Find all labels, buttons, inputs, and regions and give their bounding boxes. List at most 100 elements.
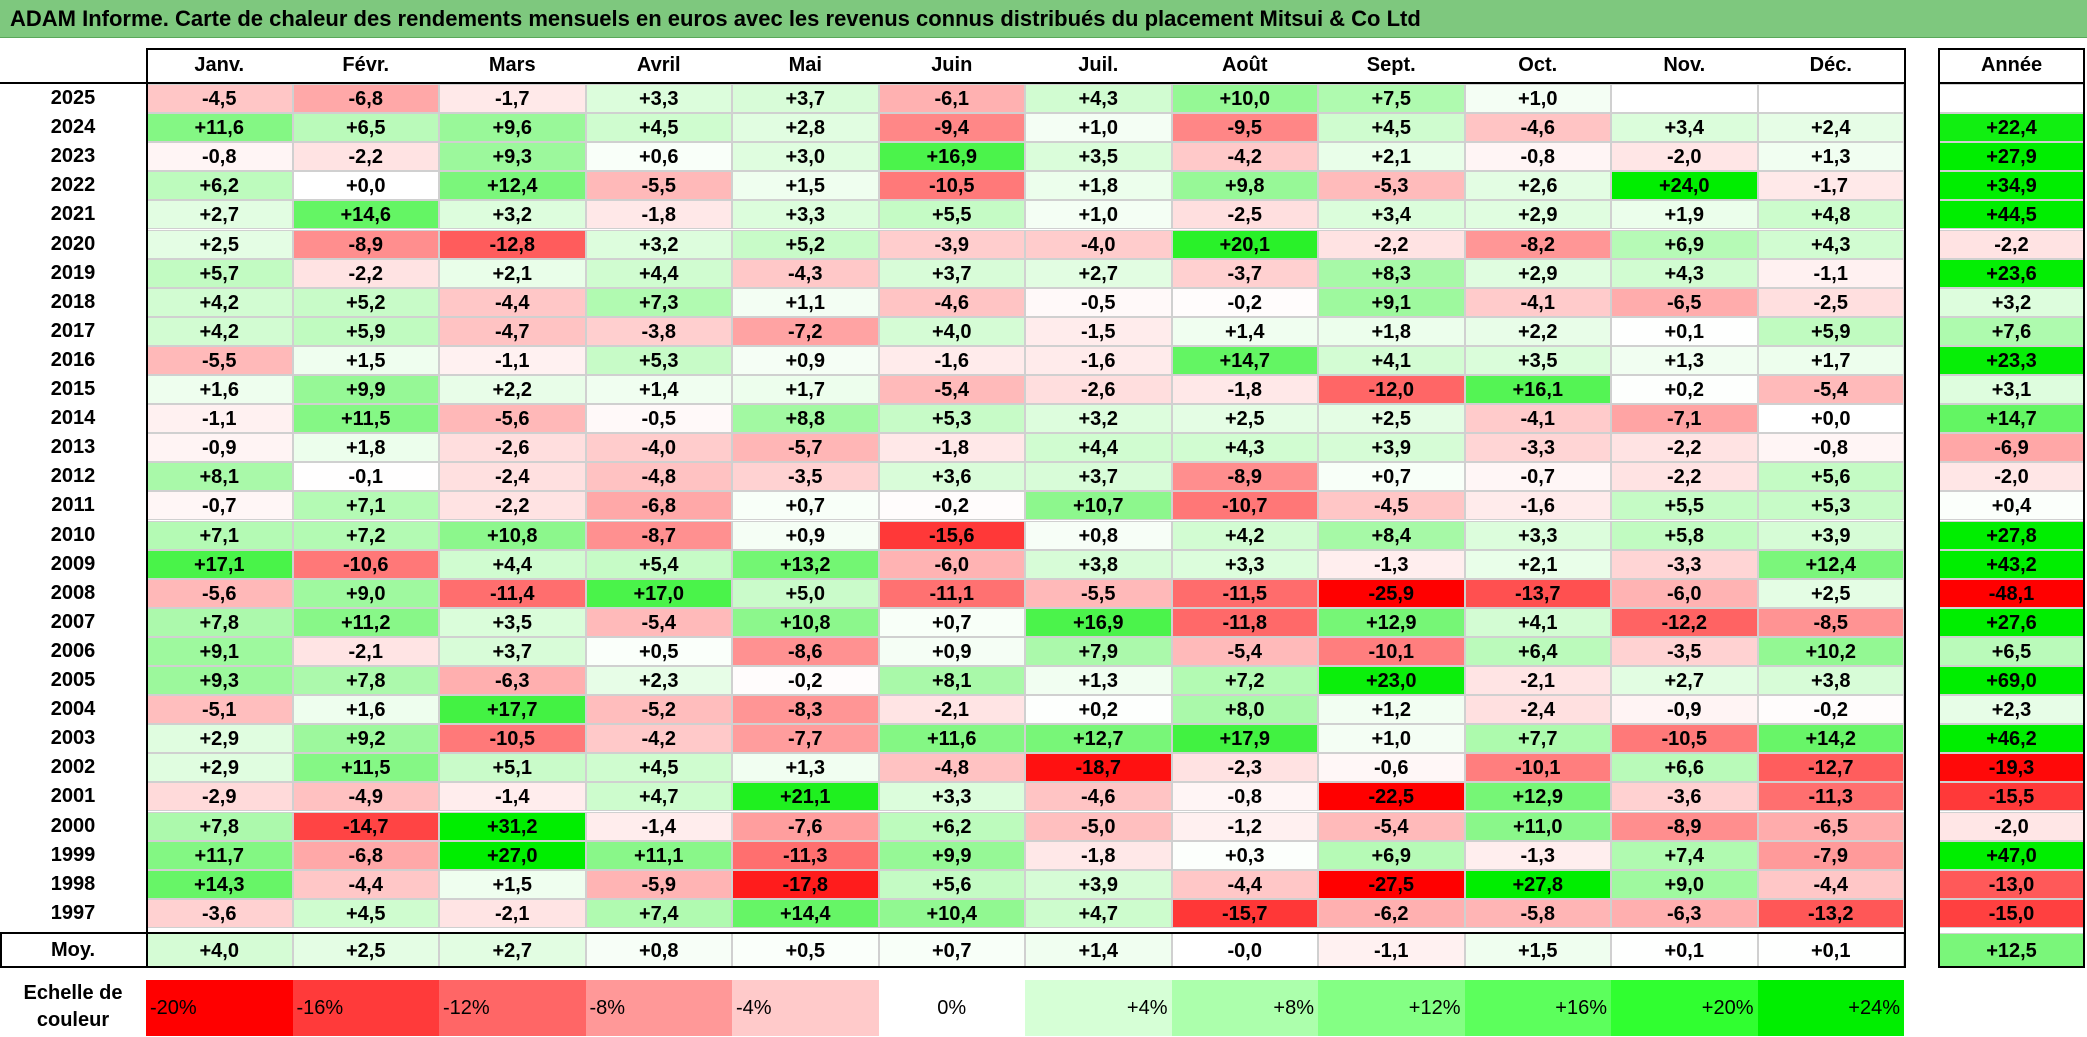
month-header: Févr. xyxy=(342,54,390,76)
year-label: 2021 xyxy=(50,203,96,226)
heatmap-cell: +1,0 xyxy=(1025,200,1172,230)
heatmap-cell: -3,3 xyxy=(1611,549,1758,579)
heatmap-cell: -27,5 xyxy=(1318,869,1465,899)
heatmap-cell: +4,3 xyxy=(1025,84,1172,114)
heatmap-cell: -4,9 xyxy=(292,782,439,812)
heatmap-cell: -2,6 xyxy=(439,433,586,463)
heatmap-cell: -0,7 xyxy=(146,491,293,521)
title-bar: ADAM Informe. Carte de chaleur des rende… xyxy=(0,0,2087,38)
year-label: 2001 xyxy=(50,785,96,808)
heatmap-cell: +6,9 xyxy=(1611,229,1758,259)
heatmap-cell: -8,9 xyxy=(292,229,439,259)
heatmap-cell: -12,2 xyxy=(1611,607,1758,637)
heatmap-cell: -1,8 xyxy=(878,433,1025,463)
heatmap-cell: -8,2 xyxy=(1464,229,1611,259)
month-header: Mai xyxy=(788,54,822,76)
heatmap-cell: -3,5 xyxy=(732,462,879,492)
year-label: 2010 xyxy=(50,523,96,546)
heatmap-cell: -5,6 xyxy=(439,404,586,434)
heatmap-cell: -13,2 xyxy=(1757,898,1904,928)
heatmap-cell: +24,0 xyxy=(1611,171,1758,201)
month-header: Mars xyxy=(488,54,536,76)
heatmap-cell: +1,5 xyxy=(439,869,586,899)
heatmap-cell: +12,7 xyxy=(1025,724,1172,754)
heatmap-cell: -3,8 xyxy=(585,316,732,346)
heatmap-cell: +3,8 xyxy=(1757,666,1904,696)
heatmap-cell: +1,3 xyxy=(1025,666,1172,696)
heatmap-cell: -5,9 xyxy=(585,869,732,899)
heatmap-cell: +2,2 xyxy=(1464,316,1611,346)
annual-return-cell: +27,6 xyxy=(1938,607,2085,637)
heatmap-cell: -4,3 xyxy=(732,258,879,288)
heatmap-cell: -5,5 xyxy=(585,171,732,201)
heatmap-cell: -13,7 xyxy=(1464,578,1611,608)
heatmap-cell: +6,5 xyxy=(292,113,439,143)
average-cell: -1,1 xyxy=(1318,932,1465,967)
month-header: Nov. xyxy=(1663,54,1706,76)
heatmap-cell: +7,4 xyxy=(1611,840,1758,870)
heatmap-cell: -8,5 xyxy=(1757,607,1904,637)
heatmap-cell: -1,8 xyxy=(1025,840,1172,870)
legend-swatch: +4% xyxy=(1025,980,1172,1036)
heatmap-cell: +7,8 xyxy=(146,607,293,637)
heatmap-cell: +1,2 xyxy=(1318,695,1465,725)
heatmap-cell: +7,8 xyxy=(146,811,293,841)
heatmap-cell: -12,7 xyxy=(1757,753,1904,783)
heatmap-cell: +4,3 xyxy=(1757,229,1904,259)
heatmap-cell: -15,6 xyxy=(878,520,1025,550)
heatmap-cell: -4,4 xyxy=(1171,869,1318,899)
year-label: 2022 xyxy=(50,174,96,197)
heatmap-cell: +4,5 xyxy=(1318,113,1465,143)
heatmap-cell: -12,8 xyxy=(439,229,586,259)
annual-return-cell: -15,5 xyxy=(1938,782,2085,812)
heatmap-cell: -2,1 xyxy=(878,695,1025,725)
heatmap-cell: +5,2 xyxy=(732,229,879,259)
heatmap-cell: +2,1 xyxy=(1318,142,1465,172)
legend-swatch: +20% xyxy=(1611,980,1758,1036)
heatmap-cell: +9,8 xyxy=(1171,171,1318,201)
heatmap-cell: -11,3 xyxy=(732,840,879,870)
heatmap-cell: +9,0 xyxy=(292,578,439,608)
heatmap-cell: -0,7 xyxy=(1464,462,1611,492)
average-row-label: Moy. xyxy=(50,938,96,961)
heatmap-cell: -1,1 xyxy=(1757,258,1904,288)
heatmap-cell: -3,6 xyxy=(146,898,293,928)
heatmap-cell: +8,4 xyxy=(1318,520,1465,550)
average-cell: +0,5 xyxy=(732,932,879,967)
heatmap-cell: +4,2 xyxy=(146,287,293,317)
legend-swatch: -16% xyxy=(292,980,439,1036)
heatmap-cell: +9,9 xyxy=(292,375,439,405)
heatmap-cell: -0,9 xyxy=(1611,695,1758,725)
average-cell: +1,4 xyxy=(1025,932,1172,967)
heatmap-cell: +2,1 xyxy=(1464,549,1611,579)
year-label: 2025 xyxy=(50,87,96,109)
heatmap-cell: -6,1 xyxy=(878,84,1025,114)
heatmap-cell: +8,3 xyxy=(1318,258,1465,288)
heatmap-cell: +11,2 xyxy=(292,607,439,637)
heatmap-cell: +3,5 xyxy=(1025,142,1172,172)
heatmap-cell: +7,2 xyxy=(1171,666,1318,696)
annual-return-cell: -19,3 xyxy=(1938,753,2085,783)
heatmap-cell: +2,9 xyxy=(1464,258,1611,288)
heatmap-cell: +16,1 xyxy=(1464,375,1611,405)
heatmap-cell: +10,8 xyxy=(732,607,879,637)
heatmap-cell: +0,7 xyxy=(732,491,879,521)
heatmap-cell: -10,7 xyxy=(1171,491,1318,521)
heatmap-cell: +1,7 xyxy=(1757,345,1904,375)
heatmap-cell: +7,9 xyxy=(1025,636,1172,666)
heatmap-cell: +6,4 xyxy=(1464,636,1611,666)
heatmap-cell: +10,8 xyxy=(439,520,586,550)
heatmap-cell: +9,9 xyxy=(878,840,1025,870)
heatmap-cell: -2,5 xyxy=(1171,200,1318,230)
heatmap-cell: -1,3 xyxy=(1318,549,1465,579)
heatmap-cell: +0,7 xyxy=(878,607,1025,637)
heatmap-cell: +14,6 xyxy=(292,200,439,230)
heatmap-cell: -8,6 xyxy=(732,636,879,666)
heatmap-cell: -0,2 xyxy=(878,491,1025,521)
heatmap-cell: -4,2 xyxy=(1171,142,1318,172)
average-cell: +1,5 xyxy=(1464,932,1611,967)
heatmap-cell: +1,6 xyxy=(292,695,439,725)
heatmap-cell: +3,5 xyxy=(1464,345,1611,375)
heatmap-cell: +16,9 xyxy=(878,142,1025,172)
heatmap-cell: -2,2 xyxy=(439,491,586,521)
